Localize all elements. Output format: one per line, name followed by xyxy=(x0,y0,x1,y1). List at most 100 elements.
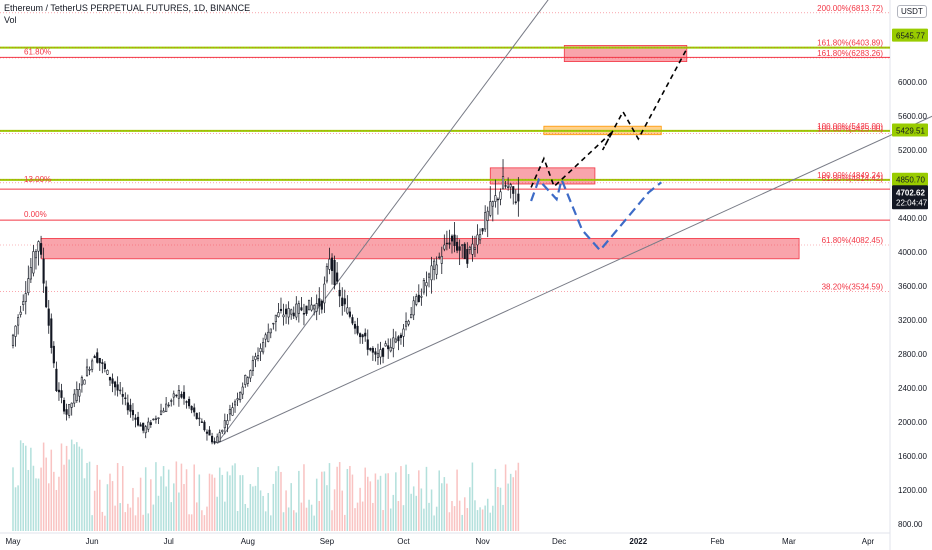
volume-bar xyxy=(486,498,489,531)
candle-body xyxy=(484,212,487,230)
candle-body xyxy=(78,389,81,397)
x-tick-label: Apr xyxy=(862,537,875,546)
candle-body xyxy=(430,265,433,281)
last-price-countdown: 22:04:47 xyxy=(896,198,928,207)
volume-bar xyxy=(134,515,137,531)
candle-body xyxy=(233,401,237,406)
candle-body xyxy=(343,298,346,305)
candle-body xyxy=(65,409,68,415)
candle-body xyxy=(435,264,438,275)
currency-button[interactable]: USDT xyxy=(897,5,927,18)
y-tick-label: 6000.00 xyxy=(898,78,927,87)
candle-body xyxy=(91,360,94,370)
x-tick-label: Sep xyxy=(320,537,335,546)
candle-body xyxy=(371,347,374,353)
volume-bar xyxy=(499,487,502,531)
candle-body xyxy=(223,420,226,429)
candle-body xyxy=(218,432,221,442)
candle-body xyxy=(88,368,91,371)
candle-body xyxy=(55,368,58,391)
volume-bar xyxy=(27,469,30,531)
candle-body xyxy=(461,244,464,246)
price-badge-2: 4850.70 xyxy=(896,176,925,185)
candle-body xyxy=(412,300,415,316)
volume-bar xyxy=(336,466,338,531)
volume-bar xyxy=(282,512,285,531)
volume-bar xyxy=(40,467,42,531)
volume-bar xyxy=(346,468,349,531)
candle-body xyxy=(216,436,219,443)
y-tick-label: 5200.00 xyxy=(898,146,927,155)
candle-body xyxy=(509,184,512,188)
candle-body xyxy=(443,244,446,250)
volume-bar xyxy=(315,478,318,531)
volume-bar xyxy=(448,512,451,531)
volume-bar xyxy=(231,465,234,531)
volume-bar xyxy=(170,502,173,531)
candle-body xyxy=(364,332,367,337)
volume-bar xyxy=(423,508,425,531)
volume-bar xyxy=(476,510,479,531)
volume-bar xyxy=(471,462,474,531)
candle-body xyxy=(496,198,499,201)
candle-body xyxy=(501,176,505,190)
candle-body xyxy=(159,410,163,415)
candle-body xyxy=(272,322,275,325)
fib-label-left-1: 13.00% xyxy=(24,175,51,184)
volume-bar xyxy=(193,464,195,531)
candle-body xyxy=(445,242,448,245)
candle-body xyxy=(149,422,152,426)
fib-label-left-0: 61.80% xyxy=(24,47,51,56)
candle-body xyxy=(129,404,132,412)
volume-bar xyxy=(392,494,395,531)
candle-body xyxy=(195,412,198,419)
volume-bar xyxy=(469,487,471,531)
candle-body xyxy=(336,272,339,282)
volume-bar xyxy=(252,486,254,531)
candle-body xyxy=(361,334,364,338)
volume-bar xyxy=(249,484,252,531)
candle-body xyxy=(300,307,303,311)
candle-body xyxy=(40,243,43,255)
candle-body xyxy=(236,398,239,401)
volume-bar xyxy=(160,476,162,531)
volume-indicator-label[interactable]: Vol xyxy=(4,15,17,25)
candle-body xyxy=(507,186,510,188)
volume-bar xyxy=(60,443,63,531)
candle-body xyxy=(180,393,183,398)
candle-body xyxy=(438,256,441,259)
candle-body xyxy=(440,256,443,264)
fib-label-right-8: 38.20%(3534.59) xyxy=(822,283,884,292)
volume-bar xyxy=(344,514,346,531)
candle-body xyxy=(17,317,20,326)
candle-body xyxy=(313,305,316,310)
candle-body xyxy=(190,406,193,411)
volume-group xyxy=(12,439,520,531)
candle-body xyxy=(188,398,191,407)
volume-bar xyxy=(162,466,165,531)
volume-bar xyxy=(165,486,167,531)
volume-bar xyxy=(418,470,420,531)
volume-bar xyxy=(285,490,287,531)
volume-bar xyxy=(167,469,170,531)
fib-label-right-1: 161.80%(6403.89) xyxy=(817,39,883,48)
volume-bar xyxy=(415,495,418,531)
volume-bar xyxy=(290,483,292,531)
volume-bar xyxy=(63,464,65,531)
volume-bar xyxy=(104,515,106,531)
candle-body xyxy=(50,318,53,348)
candle-body xyxy=(172,393,175,398)
candle-body xyxy=(213,441,216,444)
x-tick-label: Jul xyxy=(164,537,174,546)
candle-body xyxy=(282,314,285,318)
candle-body xyxy=(157,417,160,419)
candle-body xyxy=(101,362,104,364)
candle-body xyxy=(269,328,272,334)
candle-body xyxy=(83,379,86,385)
volume-bar xyxy=(298,470,300,531)
candle-body xyxy=(512,186,515,194)
candle-body xyxy=(422,280,425,293)
x-tick-label: Mar xyxy=(782,537,796,546)
volume-bar xyxy=(157,495,160,531)
